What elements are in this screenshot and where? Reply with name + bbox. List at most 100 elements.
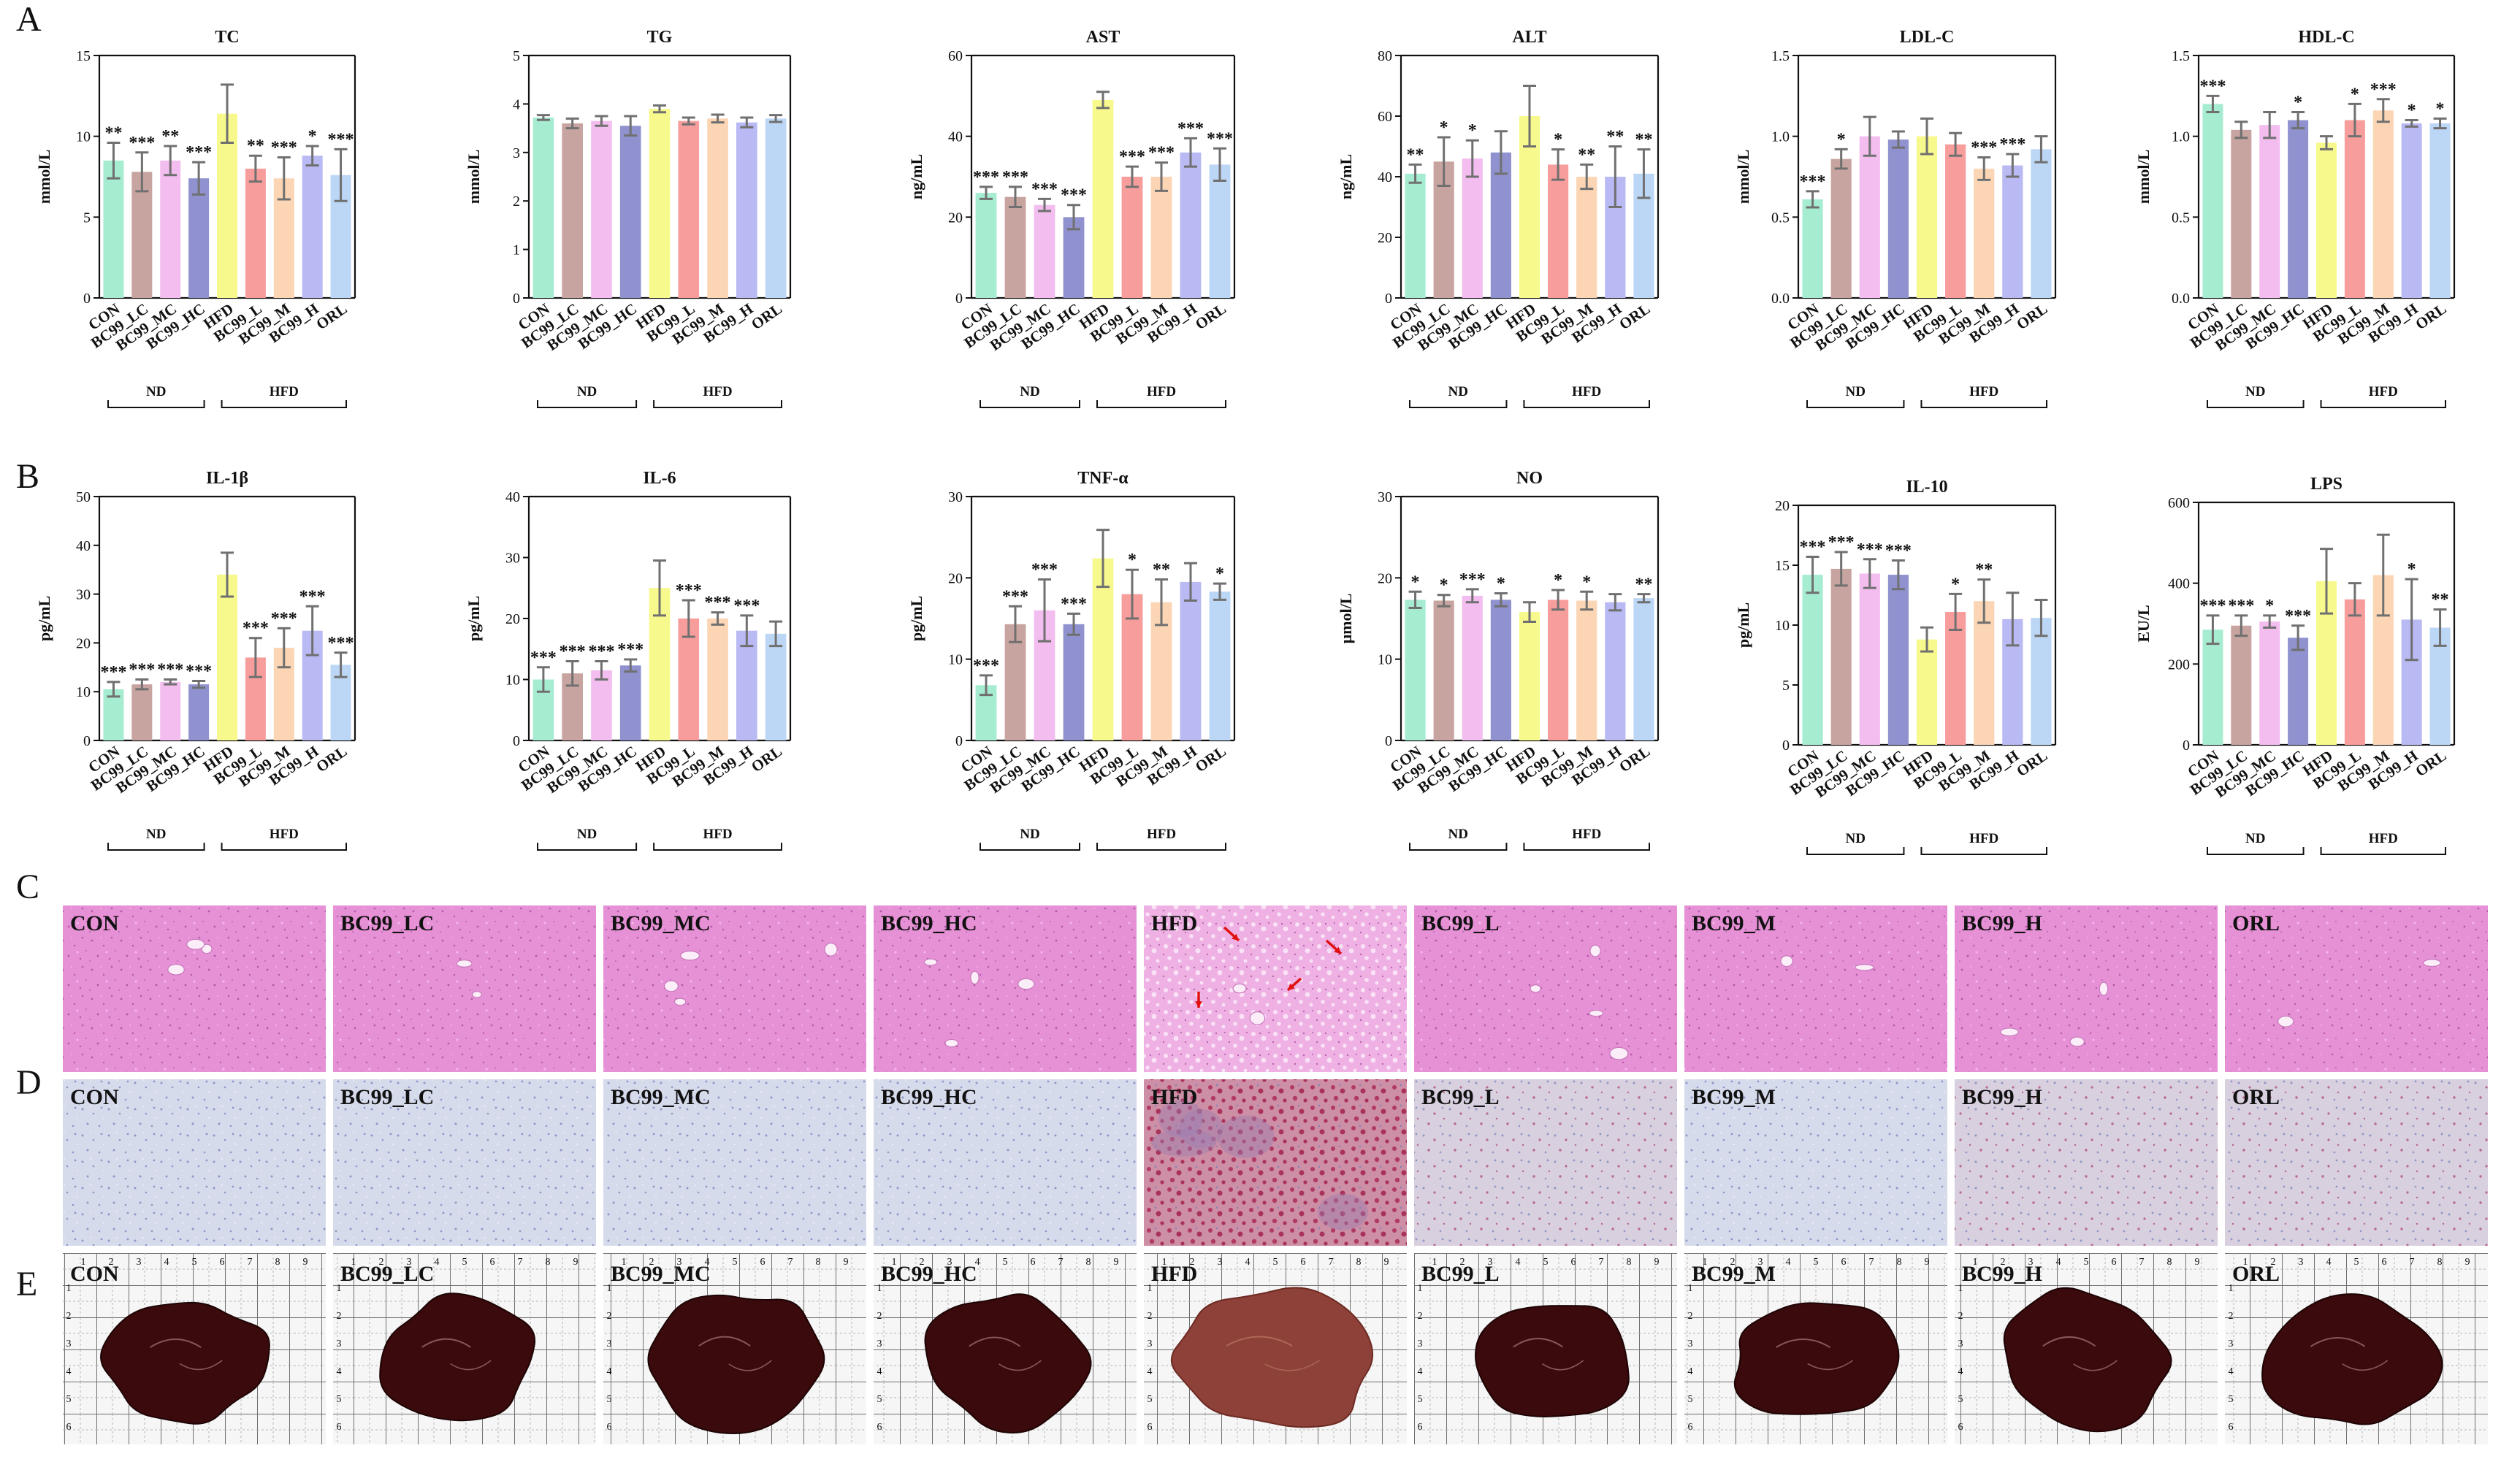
liver-shape <box>924 1293 1092 1434</box>
group-bracket <box>1920 400 2047 408</box>
ruler-number: 6 <box>1841 1257 1847 1268</box>
ruler-number: 3 <box>337 1339 342 1349</box>
ruler-number: 1 <box>607 1283 612 1294</box>
group-bracket <box>1409 400 1508 408</box>
bar-hfd <box>217 574 237 740</box>
ruler-number: 6 <box>220 1257 225 1268</box>
ruler-number: 6 <box>2229 1422 2234 1433</box>
significance-label: *** <box>1207 129 1233 148</box>
bar-bc99-l <box>2344 120 2365 298</box>
oil-image-con: CON <box>63 1079 326 1246</box>
liver-highlight <box>2342 1360 2389 1371</box>
ruler-number: 7 <box>2139 1257 2145 1268</box>
y-tick-label: 400 <box>2168 576 2190 592</box>
he-image-bc99-mc: BC99_MC <box>603 905 866 1072</box>
significance-label: * <box>2294 93 2302 112</box>
ruler-number: 1 <box>877 1283 882 1294</box>
significance-label: *** <box>1828 533 1855 552</box>
y-axis-label: pg/mL <box>465 596 483 641</box>
group-label-nd: ND <box>1020 827 1039 842</box>
ruler-number: 6 <box>66 1422 72 1433</box>
ruler-number: 1 <box>1703 1257 1708 1268</box>
oil-image-orl: ORL <box>2225 1079 2488 1246</box>
ruler-number: 3 <box>1218 1257 1223 1268</box>
liver-shape <box>1733 1302 1900 1415</box>
chart-title: ALT <box>1512 28 1546 47</box>
bar-bc99-h <box>1605 602 1626 740</box>
he-stain-texture <box>63 905 326 1072</box>
image-label: BC99_M <box>1692 911 1776 935</box>
bar-bc99-l <box>1121 177 1143 298</box>
y-axis-label: pg/mL <box>35 596 53 641</box>
chart-ast: ASTng/mL0204060***CON***BC99_LC***BC99_M… <box>907 28 1236 408</box>
bar-bc99-lc <box>2231 129 2252 298</box>
y-tick-label: 50 <box>76 489 91 505</box>
y-tick-label: 1 <box>513 242 520 259</box>
y-tick-label: 2 <box>513 194 520 210</box>
bar-bc99-m <box>1576 177 1597 298</box>
bar-bc99-h <box>1180 152 1202 298</box>
ruler-number: 7 <box>1329 1257 1334 1268</box>
significance-label: *** <box>243 619 269 638</box>
significance-label: *** <box>1885 541 1912 560</box>
liver-shape <box>1170 1287 1374 1428</box>
group-label-hfd: HFD <box>2369 384 2398 399</box>
he-image-bc99-m: BC99_M <box>1684 905 1947 1072</box>
ruler-number: 8 <box>1086 1257 1091 1268</box>
stain-patch <box>1318 1193 1368 1230</box>
significance-label: *** <box>1061 594 1087 613</box>
he-stain-texture <box>1684 905 1947 1072</box>
ruler-number: 5 <box>1148 1394 1153 1405</box>
image-panels: CON BC99_LC BC99_MC BC99_HC HFD BC99_L BC99_M B… <box>63 905 2488 1444</box>
liver-highlight <box>1807 1360 1853 1371</box>
chart-title: TNF-α <box>1077 469 1129 488</box>
group-bracket <box>1523 400 1650 408</box>
bar-bc99-lc <box>1004 624 1026 740</box>
group-label-hfd: HFD <box>270 827 299 842</box>
group-label-nd: ND <box>1845 831 1865 846</box>
bar-bc99-h <box>2002 165 2023 298</box>
ruler-number: 6 <box>1958 1422 1963 1433</box>
y-tick-label: 0.5 <box>2172 210 2190 226</box>
bar-orl <box>2031 618 2052 745</box>
ruler-number: 1 <box>1973 1257 1978 1268</box>
ruler-number: 5 <box>66 1394 72 1405</box>
chart-title: LDL-C <box>1900 28 1955 47</box>
bar-bc99-hc <box>1490 600 1511 740</box>
he-image-orl: ORL <box>2225 905 2488 1072</box>
ruler-number: 4 <box>1516 1257 1521 1268</box>
liver-shape <box>647 1294 825 1435</box>
bar-bc99-lc <box>562 123 583 298</box>
image-label: BC99_HC <box>881 911 977 935</box>
bar-bc99-mc <box>591 120 612 298</box>
vessel <box>824 942 838 957</box>
significance-label: ** <box>247 137 264 156</box>
significance-label: *** <box>2199 77 2226 96</box>
significance-label: *** <box>1002 168 1028 187</box>
vessel <box>1609 1046 1629 1060</box>
liver-image-con: 1 2 3 4 5 6 7 8 9 1 2 3 4 5 6 CON <box>63 1253 326 1444</box>
y-tick-label: 5 <box>513 48 520 64</box>
ruler-number: 4 <box>607 1366 612 1377</box>
significance-label: *** <box>157 661 183 680</box>
y-tick-label: 200 <box>2168 656 2190 673</box>
group-label-nd: ND <box>2245 831 2265 846</box>
ruler-number: 3 <box>137 1257 142 1268</box>
ruler-number: 4 <box>975 1257 980 1268</box>
image-label: BC99_LC <box>340 1262 434 1286</box>
bar-orl <box>2429 627 2451 745</box>
bar-con <box>2202 104 2223 298</box>
group-bracket <box>653 843 782 851</box>
oil-red-texture <box>333 1079 596 1246</box>
y-tick-label: 0 <box>513 291 520 307</box>
liver-highlight <box>1775 1338 1831 1349</box>
bar-bc99-lc <box>131 172 153 298</box>
group-bracket <box>2320 847 2446 855</box>
significance-label: *** <box>328 130 354 149</box>
y-tick-label: 30 <box>948 489 963 505</box>
x-category-label: ORL <box>313 299 350 333</box>
ruler-number: 5 <box>462 1257 467 1268</box>
he-image-bc99-hc: BC99_HC <box>874 905 1137 1072</box>
bar-bc99-mc <box>1859 573 1880 745</box>
liver-highlight <box>2073 1360 2118 1371</box>
